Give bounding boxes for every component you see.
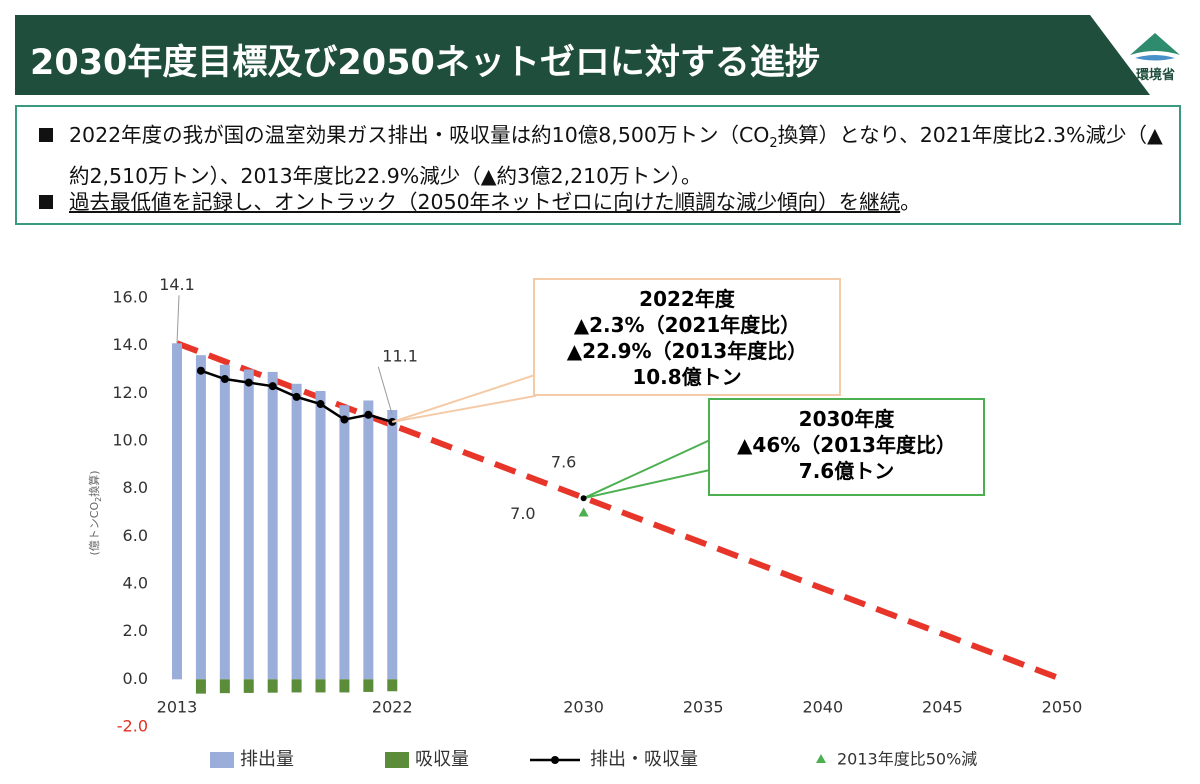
bar [243, 679, 254, 693]
text: 2022年度の我が国の温室効果ガス排出・吸収量は約10億8,500万トン（CO [69, 123, 770, 147]
y-tick-label: 8.0 [123, 478, 148, 497]
bar [243, 369, 254, 680]
bar [315, 679, 326, 693]
leader-line [377, 366, 393, 415]
y-tick-label: 14.0 [112, 335, 148, 354]
line-point [244, 378, 253, 387]
legend-label: 2013年度比50%減 [837, 750, 977, 769]
y-tick-label: 0.0 [123, 669, 148, 688]
callout-line: 10.8億トン [632, 365, 742, 389]
x-tick-label: 2040 [802, 698, 843, 717]
leader-line [176, 295, 180, 344]
line-point [268, 382, 277, 391]
y-axis-label: (億トンCO2換算) [87, 470, 103, 555]
x-tick-label: 2045 [922, 698, 963, 717]
legend-label: 排出量 [240, 749, 294, 770]
x-tick-label: 2050 [1042, 698, 1083, 717]
callout-line: 2022年度 [639, 287, 735, 311]
data-label: 7.6 [551, 453, 576, 472]
line-point [364, 410, 373, 419]
subscript: 2 [769, 136, 778, 152]
y-tick-label: 2.0 [123, 621, 148, 640]
y-tick-label: 10.0 [112, 431, 148, 450]
legend-swatch [551, 756, 559, 764]
callout-line: 7.6億トン [798, 459, 895, 483]
line-point [292, 392, 301, 401]
legend-swatch [210, 752, 234, 768]
callout: 2030年度 ▲46%（2013年度比） 7.6億トン [708, 398, 985, 496]
target-marker [578, 507, 589, 517]
logo-mountain [1130, 33, 1180, 55]
bar [291, 679, 302, 693]
logo-wave [1135, 55, 1175, 61]
data-label: 14.1 [159, 275, 195, 294]
data-label: 7.0 [510, 504, 535, 523]
logo-text: 環境省 [1136, 68, 1176, 83]
title: 2030年度目標及び2050ネットゼロに対する進捗 [30, 43, 820, 83]
y-tick-label: 12.0 [112, 383, 148, 402]
text: 換算）となり、2021年度比2.3%減少（▲約2,510万トン）、2013年度比… [69, 123, 1163, 189]
x-tick-label: 2013 [157, 698, 198, 717]
legend-swatch [385, 752, 409, 768]
callout-line: 2030年度 [798, 407, 895, 431]
bar [339, 405, 350, 680]
bar [315, 390, 326, 680]
line-point [340, 415, 349, 424]
bar [387, 410, 398, 680]
text: 過去最低値を記録し、オントラック（2050年ネットゼロに向けた順調な減少傾向）を… [69, 190, 901, 214]
header-bar [15, 15, 1150, 95]
x-tick-label: 2022 [372, 698, 413, 717]
text: (億トンCO [88, 502, 101, 556]
callout-pointer [391, 373, 536, 423]
bullet: 過去最低値を記録し、オントラック（2050年ネットゼロに向けた順調な減少傾向）を… [69, 186, 1174, 218]
bar [363, 400, 374, 680]
bullet-mark [39, 128, 53, 142]
x-tick-label: 2035 [683, 698, 724, 717]
text: 。 [900, 190, 921, 214]
legend-swatch [816, 754, 826, 763]
line-point [220, 375, 229, 384]
callout-line: ▲46%（2013年度比） [737, 433, 956, 457]
y-tick-label: 4.0 [123, 574, 148, 593]
bar [219, 679, 230, 694]
bar [219, 364, 230, 680]
bar [291, 383, 302, 680]
bullet-mark [39, 195, 53, 209]
bar [387, 679, 398, 692]
line-point [316, 400, 325, 409]
bar [195, 355, 206, 680]
callout-line: ▲22.9%（2013年度比） [566, 339, 808, 363]
callout: 2022年度 ▲2.3%（2021年度比） ▲22.9%（2013年度比） 10.8億… [533, 278, 841, 396]
text: 換算) [87, 470, 101, 496]
bullet-box: 2022年度の我が国の温室効果ガス排出・吸収量は約10億8,500万トン（CO2… [15, 105, 1181, 225]
bar [363, 679, 374, 692]
x-tick-label: 2030 [563, 698, 604, 717]
bar [172, 343, 182, 680]
logo [1130, 33, 1180, 61]
y-tick-label: -2.0 [117, 717, 148, 736]
callout-pointer [583, 438, 711, 500]
legend-label: 吸収量 [415, 749, 469, 770]
y-tick-label: 16.0 [112, 288, 148, 307]
bar [267, 679, 278, 693]
target-point [580, 495, 587, 502]
bar [339, 679, 350, 693]
data-label: 11.1 [382, 346, 418, 365]
bullet: 2022年度の我が国の温室効果ガス排出・吸収量は約10億8,500万トン（CO2… [69, 119, 1174, 192]
subscript: 2 [94, 497, 103, 502]
y-tick-label: 6.0 [123, 526, 148, 545]
bar [267, 371, 278, 680]
callout-line: ▲2.3%（2021年度比） [573, 313, 801, 337]
line-point [196, 366, 205, 375]
legend-label: 排出・吸収量 [590, 749, 698, 770]
bar [195, 679, 206, 694]
